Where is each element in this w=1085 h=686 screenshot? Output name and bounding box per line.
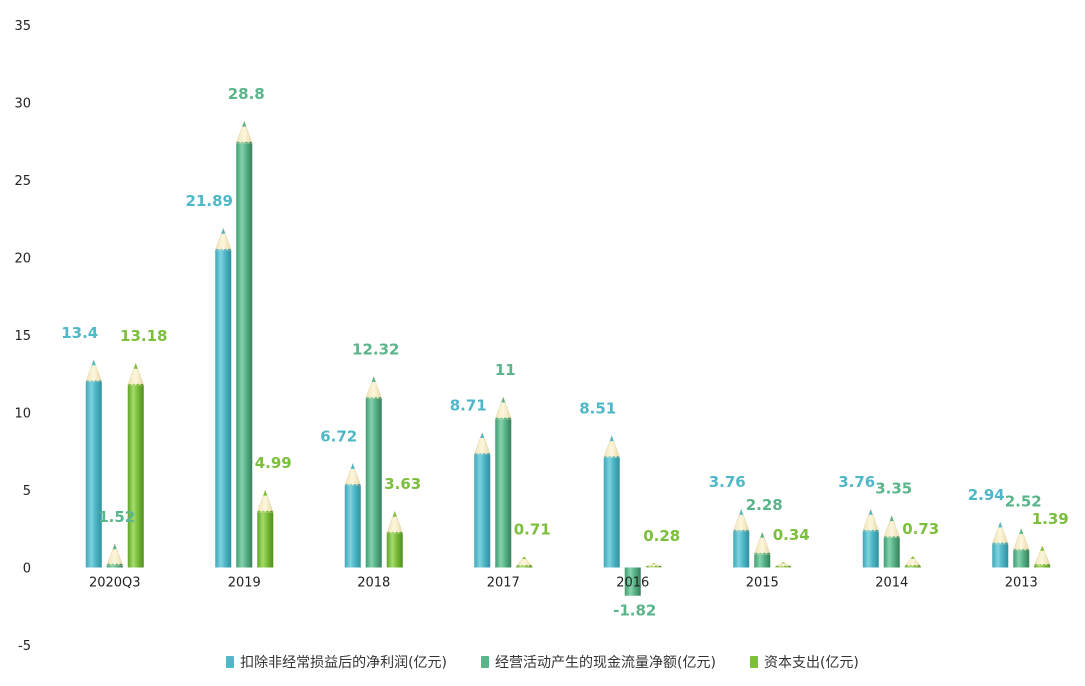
legend-label: 扣除非经常损益后的净利润(亿元) — [240, 655, 448, 671]
data-label: 3.35 — [875, 480, 912, 498]
bar-2017-series-1 — [494, 396, 512, 568]
data-label: 0.34 — [773, 526, 810, 544]
data-label: 2.28 — [746, 496, 783, 514]
bar-2019-series-0 — [214, 227, 232, 568]
bar-2020Q3-series-1 — [106, 543, 124, 568]
y-tick-label: 30 — [14, 97, 31, 112]
bar-2017-series-2 — [515, 556, 533, 568]
data-label: 6.72 — [320, 427, 357, 445]
data-label: 3.76 — [838, 473, 875, 491]
category-label: 2016 — [616, 576, 649, 591]
y-tick-label: 5 — [23, 484, 31, 499]
data-label: 13.18 — [120, 327, 167, 345]
data-label: 11 — [495, 361, 516, 379]
bar-2018-series-2 — [386, 510, 404, 568]
legend-swatch — [481, 656, 490, 668]
y-tick-label: 10 — [14, 407, 31, 422]
category-label: 2013 — [1005, 576, 1038, 591]
legend-item: 经营活动产生的现金流量净额(亿元) — [481, 652, 716, 672]
y-tick-label: 35 — [14, 19, 31, 34]
bar-2017-series-0 — [473, 431, 491, 568]
legend-label: 经营活动产生的现金流量净额(亿元) — [495, 655, 716, 671]
data-label: 0.73 — [902, 520, 939, 538]
bar-2014-series-2 — [904, 555, 922, 568]
data-label: 1.39 — [1032, 510, 1069, 528]
data-label: 1.52 — [98, 508, 135, 526]
data-label: 3.76 — [709, 473, 746, 491]
category-label: 2015 — [746, 576, 779, 591]
legend-label: 资本支出(亿元) — [763, 655, 859, 671]
bar-2013-series-1 — [1012, 527, 1030, 568]
data-label: 2.52 — [1005, 492, 1042, 510]
legend-swatch — [749, 656, 758, 668]
bar-2015-series-0 — [732, 508, 750, 568]
chart-legend: 扣除非经常损益后的净利润(亿元) 经营活动产生的现金流量净额(亿元) 资本支出(亿元… — [0, 650, 1085, 674]
data-label: 13.4 — [61, 324, 98, 342]
legend-item: 扣除非经常损益后的净利润(亿元) — [226, 652, 447, 672]
pencil-bar-chart: -5 0 5 10 15 20 25 30 35 2020Q3 2019 2018 2017 2016 2… — [14, 19, 1069, 650]
y-tick-label: 25 — [14, 174, 31, 189]
category-label: 2019 — [228, 576, 261, 591]
data-label: 21.89 — [186, 192, 233, 210]
data-label: 8.71 — [450, 396, 487, 414]
data-label: 12.32 — [352, 341, 399, 359]
data-label: 28.8 — [228, 85, 265, 103]
legend-swatch — [226, 656, 235, 668]
data-label: 0.28 — [643, 527, 680, 545]
bar-2019-series-1 — [235, 120, 253, 568]
category-label: 2020Q3 — [89, 576, 141, 591]
y-tick-label: 0 — [23, 562, 31, 577]
y-tick-label: 15 — [14, 329, 31, 344]
bar-2014-series-1 — [883, 514, 901, 568]
data-label: -1.82 — [613, 602, 656, 620]
bar-2016-series-1 — [624, 567, 641, 596]
bar-2018-series-0 — [344, 462, 362, 568]
bar-2018-series-1 — [365, 375, 383, 568]
bar-2016-series-2 — [645, 562, 662, 568]
bar-2013-series-0 — [991, 521, 1009, 568]
bar-2020Q3-series-2 — [127, 362, 145, 568]
data-label: 3.63 — [384, 475, 421, 493]
data-label: 8.51 — [579, 400, 616, 418]
bar-2014-series-0 — [862, 508, 880, 568]
category-label: 2017 — [487, 576, 520, 591]
bar-2013-series-2 — [1033, 545, 1051, 568]
bar-2020Q3-series-0 — [85, 359, 103, 568]
bar-2016-series-0 — [603, 434, 621, 568]
legend-item: 资本支出(亿元) — [749, 652, 859, 672]
data-label: 2.94 — [968, 486, 1005, 504]
data-label: 0.71 — [514, 520, 551, 538]
category-label: 2018 — [357, 576, 390, 591]
y-tick-label: 20 — [14, 252, 31, 267]
bar-2019-series-2 — [256, 489, 274, 568]
data-label: 4.99 — [255, 454, 292, 472]
bar-2015-series-1 — [753, 531, 771, 568]
y-tick-label: -5 — [18, 639, 31, 650]
bar-2015-series-2 — [774, 561, 793, 568]
category-label: 2014 — [875, 576, 908, 591]
